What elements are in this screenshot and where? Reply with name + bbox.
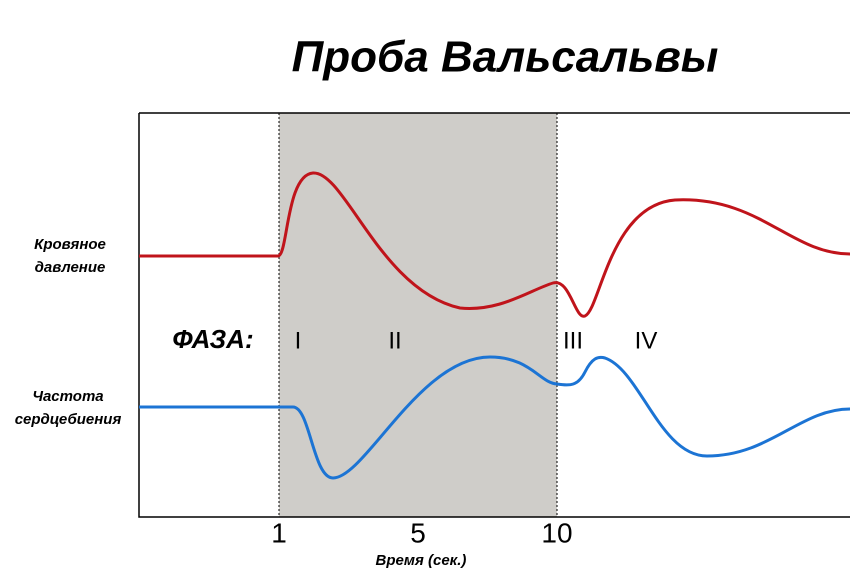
title: Проба Вальсальвы <box>292 33 719 82</box>
heart-rate-curve <box>139 355 850 480</box>
x-tick-label: 5 <box>410 517 426 548</box>
curve-label: давление <box>35 259 106 276</box>
x-axis-label: Время (сек.) <box>376 552 467 569</box>
phase: I <box>295 327 302 354</box>
curve-label: Частота <box>32 388 103 405</box>
strain-phase-shade <box>279 113 557 517</box>
curve-label: сердцебиения <box>15 411 122 428</box>
phase-label: ФАЗА: <box>172 324 253 354</box>
x-tick-label: 10 <box>541 517 572 548</box>
phase: II <box>388 327 401 354</box>
phase: IV <box>635 327 658 354</box>
curve-label: Кровяное <box>34 236 106 253</box>
x-tick-label: 1 <box>271 517 287 548</box>
blood-pressure-curve <box>139 171 850 318</box>
phase: III <box>563 327 583 354</box>
axes <box>138 113 850 518</box>
